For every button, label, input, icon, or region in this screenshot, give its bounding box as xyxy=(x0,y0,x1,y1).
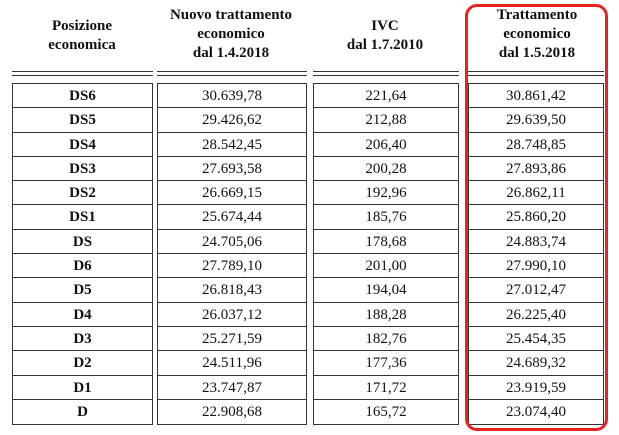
cell-ivc: 221,64 xyxy=(314,84,458,109)
cell-position: D4 xyxy=(13,303,152,327)
column-ivc: 221,64 212,88 206,40 200,28 192,96 185,76 178,… xyxy=(313,83,459,426)
column-position: DS6 DS5 DS4 DS3 DS2 DS1 DS D6 D5 D4 D3 D2 D1 D xyxy=(12,83,153,426)
cell-new-treatment: 26.669,15 xyxy=(158,181,306,206)
cell-ivc: 171,72 xyxy=(314,376,458,400)
cell-new-treatment: 26.037,12 xyxy=(158,303,306,327)
cell-treatment: 23.074,40 xyxy=(506,403,566,420)
cell-treatment: 24.689,32 xyxy=(469,351,603,376)
cell-treatment: 30.861,42 xyxy=(469,84,603,109)
cell-ivc: 182,76 xyxy=(314,327,458,352)
cell-position: DS3 xyxy=(13,157,152,182)
cell-treatment: 26.862,11 xyxy=(469,181,603,206)
cell-ivc: 212,88 xyxy=(314,108,458,133)
cell-new-treatment: 22.908,68 xyxy=(202,403,262,420)
cell-position: D3 xyxy=(13,327,152,352)
cell-new-treatment: 30.639,78 xyxy=(158,84,306,109)
cell-position: D xyxy=(77,403,88,420)
cell-new-treatment: 27.789,10 xyxy=(158,254,306,279)
header-position: Posizione economica xyxy=(12,17,152,55)
header-treatment-line1: Trattamento xyxy=(496,7,578,23)
cell-position: DS5 xyxy=(13,108,152,133)
cell-treatment: 27.990,10 xyxy=(469,254,603,279)
header-position-line2: economica xyxy=(48,37,116,53)
cell-ivc: 165,72 xyxy=(365,403,407,420)
cell-ivc: 194,04 xyxy=(314,278,458,303)
cell-position: D1 xyxy=(13,376,152,400)
cell-position: D2 xyxy=(13,351,152,376)
cell-position: DS1 xyxy=(13,205,152,230)
cell-new-treatment: 28.542,45 xyxy=(158,133,306,157)
cell-ivc: 178,68 xyxy=(314,230,458,255)
cell-treatment: 27.893,86 xyxy=(469,157,603,182)
cell-new-treatment: 29.426,62 xyxy=(158,108,306,133)
cell-position: DS4 xyxy=(13,133,152,157)
cell-ivc: 192,96 xyxy=(314,181,458,206)
cell-position: DS xyxy=(13,230,152,255)
header-separator-new-treatment xyxy=(157,71,307,76)
cell-new-treatment: 23.747,87 xyxy=(158,376,306,400)
cell-ivc: 200,28 xyxy=(314,157,458,182)
header-treatment-line2: economico xyxy=(503,26,571,42)
cell-new-treatment: 27.693,58 xyxy=(158,157,306,182)
cell-new-treatment: 24.705,06 xyxy=(158,230,306,255)
column-treatment: 30.861,42 29.639,50 28.748,85 27.893,86 26.8… xyxy=(468,83,604,426)
header-new-treatment-line3: dal 1.4.2018 xyxy=(192,45,270,61)
cell-treatment: 26.225,40 xyxy=(469,303,603,327)
cell-ivc: 185,76 xyxy=(314,205,458,230)
cell-ivc: 206,40 xyxy=(314,133,458,157)
cell-treatment: 28.748,85 xyxy=(469,133,603,157)
header-ivc-line1: IVC xyxy=(371,18,399,34)
cell-new-treatment: 24.511,96 xyxy=(158,351,306,376)
header-separator-position xyxy=(12,71,153,76)
cell-position: DS2 xyxy=(13,181,152,206)
cell-treatment: 24.883,74 xyxy=(469,230,603,255)
header-ivc-line2: dal 1.7.2010 xyxy=(346,37,424,53)
header-new-treatment: Nuovo trattamento economico dal 1.4.2018 xyxy=(156,6,306,63)
cell-treatment: 27.012,47 xyxy=(469,278,603,303)
cell-ivc: 177,36 xyxy=(314,351,458,376)
cell-position: D5 xyxy=(13,278,152,303)
header-new-treatment-line1: Nuovo trattamento xyxy=(169,7,293,23)
header-treatment: Trattamento economico dal 1.5.2018 xyxy=(468,6,606,63)
header-separator-ivc xyxy=(313,71,459,76)
header-treatment-line3: dal 1.5.2018 xyxy=(498,45,576,61)
cell-treatment: 29.639,50 xyxy=(469,108,603,133)
cell-ivc: 188,28 xyxy=(314,303,458,327)
header-separator-treatment xyxy=(468,71,604,76)
header-ivc: IVC dal 1.7.2010 xyxy=(312,17,458,55)
cell-position: DS6 xyxy=(13,84,152,109)
cell-new-treatment: 25.674,44 xyxy=(158,205,306,230)
cell-treatment: 23.919,59 xyxy=(469,376,603,400)
cell-treatment: 25.454,35 xyxy=(469,327,603,352)
cell-position: D6 xyxy=(13,254,152,279)
column-new-treatment: 30.639,78 29.426,62 28.542,45 27.693,58 26.6… xyxy=(157,83,307,426)
header-position-line1: Posizione xyxy=(52,18,112,34)
header-new-treatment-line2: economico xyxy=(197,26,265,42)
cell-treatment: 25.860,20 xyxy=(469,205,603,230)
cell-ivc: 201,00 xyxy=(314,254,458,279)
cell-new-treatment: 25.271,59 xyxy=(158,327,306,352)
cell-new-treatment: 26.818,43 xyxy=(158,278,306,303)
